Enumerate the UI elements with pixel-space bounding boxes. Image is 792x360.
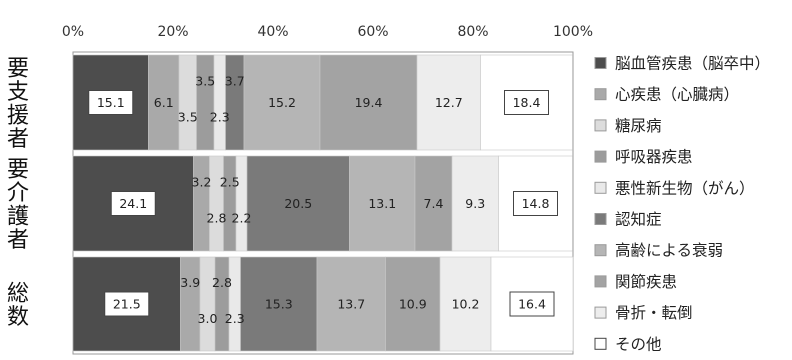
bar-segment bbox=[319, 54, 418, 151]
x-tick-label: 20% bbox=[157, 24, 188, 40]
group-label-char: 援 bbox=[7, 103, 29, 128]
data-label: 2.2 bbox=[232, 211, 252, 226]
data-label: 10.2 bbox=[452, 297, 480, 312]
data-label: 13.7 bbox=[337, 297, 365, 312]
data-label: 10.9 bbox=[399, 297, 427, 312]
data-label: 7.4 bbox=[424, 196, 444, 211]
bar-segment bbox=[439, 256, 492, 352]
bar-segment bbox=[385, 256, 441, 352]
legend-label: 認知症 bbox=[615, 211, 662, 229]
data-label: 12.7 bbox=[435, 95, 463, 110]
bar-segment bbox=[180, 256, 201, 352]
data-label: 3.9 bbox=[180, 275, 200, 290]
data-label: 16.4 bbox=[518, 297, 546, 312]
group-label-char: 介 bbox=[7, 181, 29, 206]
bar-segment bbox=[223, 155, 237, 252]
data-label: 6.1 bbox=[154, 95, 174, 110]
bar-segment bbox=[178, 54, 197, 151]
data-label-box bbox=[104, 291, 150, 317]
data-label: 13.1 bbox=[368, 196, 396, 211]
bar-segment bbox=[416, 54, 481, 151]
bar-segment bbox=[199, 256, 216, 352]
bar-segment bbox=[213, 54, 226, 151]
legend-label: 呼吸器疾患 bbox=[615, 148, 693, 166]
data-label: 3.5 bbox=[178, 110, 198, 125]
legend-swatch bbox=[594, 213, 607, 225]
data-label: 18.4 bbox=[513, 95, 541, 110]
bar-segment bbox=[243, 54, 321, 151]
group-label-char: 護 bbox=[7, 204, 29, 229]
bar-segment bbox=[209, 155, 224, 252]
legend-swatch bbox=[594, 337, 607, 350]
data-label: 2.5 bbox=[220, 175, 240, 190]
bar-segment bbox=[240, 256, 318, 352]
data-label: 19.4 bbox=[355, 95, 383, 110]
data-label: 3.2 bbox=[192, 175, 212, 190]
legend-label: 高齢による衰弱 bbox=[615, 242, 723, 260]
group-label-char: 総 bbox=[7, 281, 29, 306]
group-label-char: 要 bbox=[7, 56, 29, 81]
data-label: 2.8 bbox=[212, 275, 232, 290]
data-label: 2.3 bbox=[225, 311, 245, 326]
data-label-box bbox=[88, 90, 134, 115]
legend-label: 悪性新生物（がん） bbox=[615, 179, 755, 197]
legend-label: 関節疾患 bbox=[615, 273, 677, 291]
data-label: 3.5 bbox=[195, 74, 215, 89]
data-label: 24.1 bbox=[119, 196, 147, 211]
data-label: 15.3 bbox=[265, 297, 293, 312]
bar-segment bbox=[316, 256, 386, 352]
x-tick-label: 0% bbox=[62, 24, 84, 40]
bar-segment bbox=[196, 54, 215, 151]
x-tick-label: 100% bbox=[553, 24, 593, 40]
bar-segment bbox=[214, 256, 230, 352]
data-label: 21.5 bbox=[113, 297, 141, 312]
bar-segment bbox=[225, 54, 245, 151]
bar-segment bbox=[349, 155, 416, 252]
legend-swatch bbox=[594, 119, 607, 132]
data-label-box bbox=[513, 191, 558, 216]
group-label-char: 者 bbox=[7, 228, 29, 253]
data-label: 15.2 bbox=[268, 95, 296, 110]
data-label: 9.3 bbox=[465, 196, 485, 211]
legend-swatch bbox=[594, 306, 607, 319]
data-label: 3.0 bbox=[198, 311, 218, 326]
bar-segment bbox=[148, 54, 180, 151]
legend-swatch bbox=[594, 244, 607, 257]
group-label-char: 数 bbox=[7, 305, 29, 330]
legend-label: 心疾患（心臓病） bbox=[615, 86, 739, 104]
legend-label: その他 bbox=[615, 335, 662, 353]
data-label: 2.8 bbox=[207, 211, 227, 226]
data-label: 14.8 bbox=[522, 196, 550, 211]
bar-segment bbox=[228, 256, 241, 352]
data-label: 3.7 bbox=[225, 74, 245, 89]
legend-swatch bbox=[594, 275, 607, 288]
bar-segment bbox=[414, 155, 453, 252]
bar-segment bbox=[235, 155, 248, 252]
group-label-char: 者 bbox=[7, 127, 29, 152]
x-tick-label: 40% bbox=[257, 24, 288, 40]
legend-label: 糖尿病 bbox=[615, 117, 662, 135]
legend-swatch bbox=[594, 181, 607, 194]
x-tick-label: 80% bbox=[457, 24, 488, 40]
data-label: 2.3 bbox=[210, 110, 230, 125]
bar-segment bbox=[451, 155, 499, 252]
data-label-box bbox=[110, 191, 156, 216]
legend-label: 脳血管疾患（脳卒中） bbox=[615, 55, 770, 73]
bar-segment bbox=[72, 54, 149, 151]
legend-swatch bbox=[594, 150, 607, 163]
legend-swatch bbox=[594, 57, 607, 69]
x-tick-label: 60% bbox=[357, 24, 388, 40]
legend-swatch bbox=[594, 88, 607, 101]
bar-segment bbox=[246, 155, 350, 252]
data-label: 15.1 bbox=[97, 95, 125, 110]
data-label: 20.5 bbox=[284, 196, 312, 211]
data-label-box bbox=[504, 90, 549, 115]
bar-segment bbox=[193, 155, 210, 252]
group-label-char: 要 bbox=[7, 157, 29, 182]
group-label-char: 支 bbox=[7, 80, 29, 105]
data-label-box bbox=[509, 291, 555, 317]
legend-label: 骨折・転倒 bbox=[615, 304, 693, 322]
